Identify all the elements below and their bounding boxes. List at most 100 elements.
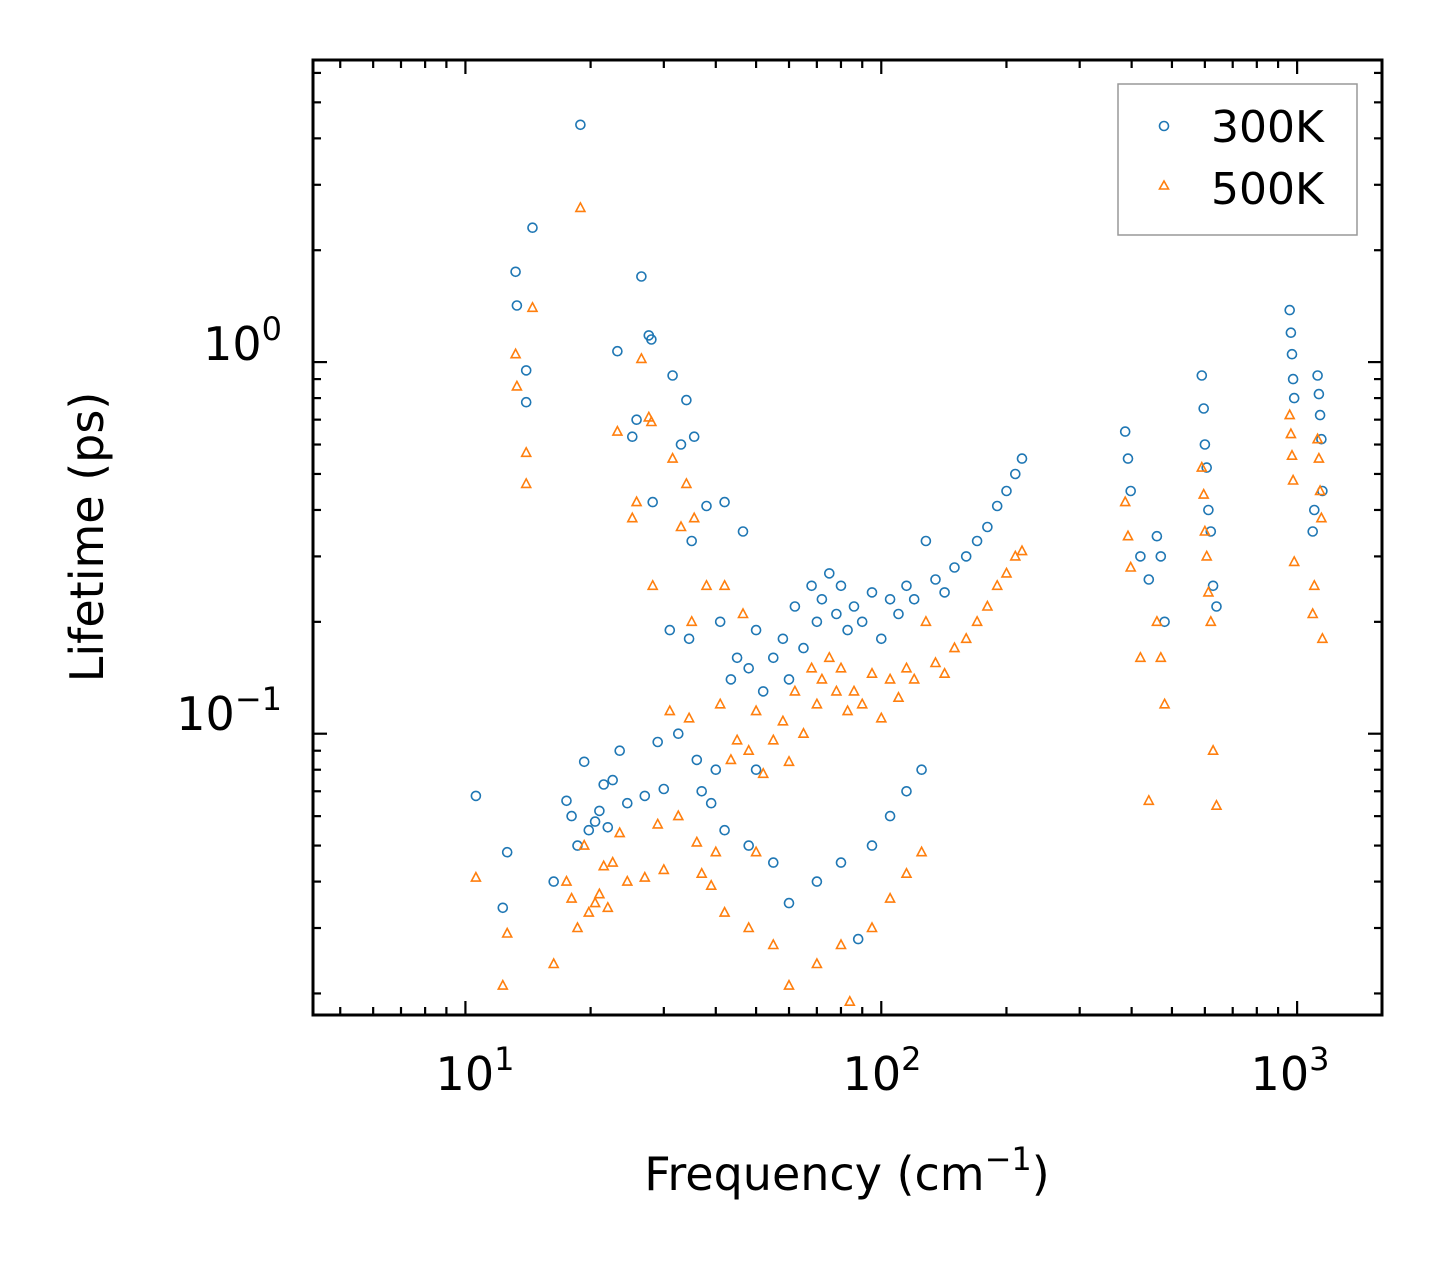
point-300k-9: [561, 795, 572, 807]
point-300k-60: [816, 593, 828, 605]
point-300k-76: [949, 562, 960, 573]
point-500k-119: [1314, 484, 1326, 496]
point-300k-117: [1312, 370, 1323, 381]
point-500k-13: [578, 838, 591, 850]
point-500k-32: [666, 451, 679, 463]
point-500k-2: [501, 926, 514, 938]
point-300k-1: [497, 902, 509, 914]
point-300k-42: [701, 500, 712, 512]
point-300k-88: [866, 840, 878, 851]
point-500k-45: [714, 697, 727, 709]
point-300k-58: [806, 580, 817, 592]
point-300k-81: [1001, 485, 1012, 497]
point-500k-78: [971, 615, 983, 627]
point-500k-65: [848, 684, 860, 696]
point-500k-26: [638, 870, 651, 882]
point-300k-48: [731, 652, 743, 664]
point-500k-10: [565, 891, 578, 903]
point-300k-43: [705, 797, 717, 809]
point-300k-37: [683, 633, 695, 645]
point-500k-23: [626, 511, 639, 523]
point-300k-35: [675, 439, 687, 450]
point-500k-70: [892, 690, 905, 703]
point-500k-54: [777, 714, 789, 726]
point-300k-5: [520, 365, 532, 376]
point-500k-24: [630, 495, 643, 507]
point-300k-30: [652, 736, 664, 748]
point-500k-75: [938, 666, 951, 679]
point-300k-50: [743, 662, 755, 674]
svg-text:100: 100: [203, 310, 282, 371]
point-500k-121: [1316, 632, 1329, 644]
point-300k-68: [875, 633, 887, 645]
point-500k-12: [574, 201, 587, 213]
point-300k-0: [470, 790, 482, 802]
point-300k-40: [691, 754, 703, 766]
point-500k-19: [606, 855, 619, 867]
point-300k-115: [1287, 373, 1299, 385]
point-500k-122: [1306, 607, 1319, 619]
legend-label-500k: 500K: [1211, 164, 1325, 215]
point-500k-35: [675, 520, 687, 532]
point-300k-94: [719, 824, 730, 836]
point-300k-56: [789, 601, 801, 612]
point-300k-85: [811, 876, 823, 887]
point-500k-58: [805, 661, 818, 673]
point-500k-34: [672, 809, 685, 821]
point-500k-21: [613, 826, 626, 838]
point-500k-110: [1207, 743, 1219, 756]
point-500k-89: [884, 891, 896, 903]
point-500k-30: [651, 817, 664, 829]
legend-marker-300k: [1158, 120, 1170, 132]
point-500k-79: [981, 599, 994, 611]
point-500k-81: [1000, 566, 1013, 578]
point-500k-66: [856, 697, 869, 709]
point-500k-63: [835, 661, 847, 673]
point-300k-49: [737, 526, 749, 537]
point-300k-16: [594, 805, 605, 817]
point-300k-12: [575, 119, 586, 131]
point-500k-104: [1195, 460, 1208, 472]
point-500k-85: [811, 957, 823, 969]
point-500k-4: [511, 379, 523, 391]
point-500k-25: [635, 352, 648, 364]
point-500k-100: [1142, 794, 1155, 806]
point-300k-93: [743, 840, 755, 851]
point-500k-90: [900, 866, 913, 879]
point-500k-116: [1288, 555, 1301, 567]
point-500k-113: [1285, 427, 1297, 439]
point-500k-83: [1016, 544, 1028, 556]
point-500k-44: [709, 845, 722, 857]
point-300k-107: [1201, 462, 1212, 473]
point-300k-86: [835, 857, 847, 868]
point-300k-108: [1203, 504, 1214, 516]
point-300k-13: [578, 756, 590, 768]
point-300k-20: [612, 345, 623, 357]
point-500k-56: [789, 684, 801, 696]
point-500k-115: [1287, 473, 1299, 485]
point-500k-60: [816, 672, 828, 684]
y-axis-label: Lifetime (ps): [60, 392, 114, 683]
point-500k-36: [680, 477, 693, 489]
point-500k-109: [1204, 615, 1217, 627]
point-300k-47: [725, 674, 737, 685]
point-300k-69: [884, 593, 896, 605]
point-300k-59: [811, 616, 823, 628]
point-300k-119: [1314, 409, 1326, 421]
x-tick-label-0: 101: [436, 1040, 515, 1101]
legend-marker-500k: [1158, 179, 1170, 190]
point-300k-33: [664, 624, 676, 636]
point-300k-34: [672, 728, 684, 740]
point-300k-98: [1125, 485, 1136, 497]
point-300k-82: [1009, 468, 1021, 480]
point-500k-106: [1199, 524, 1211, 536]
point-300k-45: [714, 616, 726, 628]
point-500k-40: [690, 835, 703, 847]
point-500k-68: [875, 711, 888, 723]
point-500k-94: [718, 905, 731, 917]
point-500k-15: [589, 896, 601, 908]
point-500k-118: [1313, 451, 1325, 463]
point-500k-51: [750, 704, 762, 716]
point-500k-92: [767, 938, 780, 950]
